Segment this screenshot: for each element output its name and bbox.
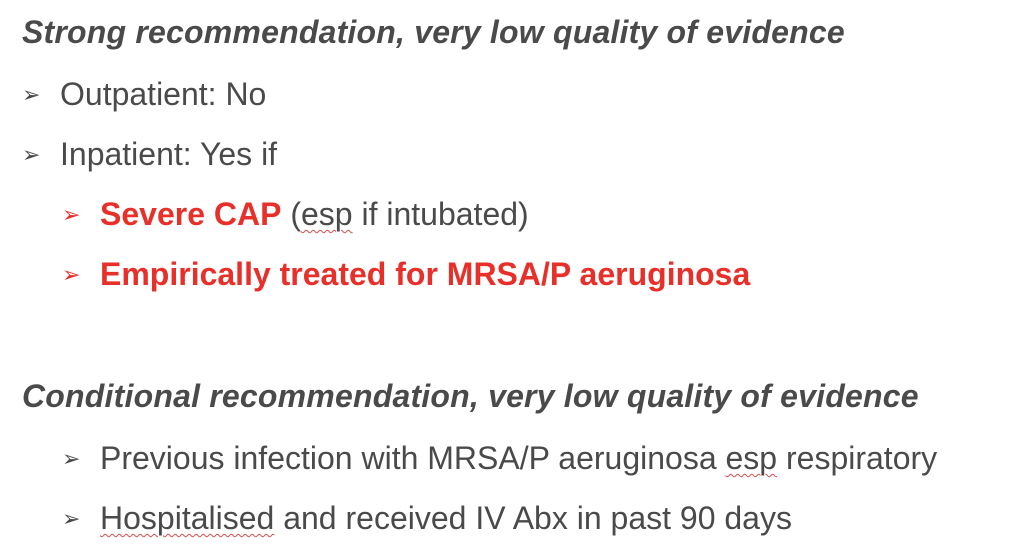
bullet-text-rest: and received IV Abx in past 90 days	[274, 500, 792, 536]
bullet-text-rest: if intubated)	[352, 196, 529, 232]
arrow-bullet-icon: ➢	[62, 201, 81, 227]
bullet-text-emphasis: Severe CAP	[100, 196, 282, 232]
bullet-empiric: ➢ Empirically treated for MRSA/P aerugin…	[62, 256, 750, 293]
bullet-outpatient: ➢ Outpatient: No	[22, 76, 266, 113]
bullet-inpatient: ➢ Inpatient: Yes if	[22, 136, 277, 173]
bullet-text-post: respiratory	[777, 440, 938, 476]
arrow-bullet-icon: ➢	[62, 505, 81, 531]
bullet-text-paren-open: (	[281, 196, 301, 232]
bullet-text: Outpatient: No	[60, 76, 267, 112]
bullet-text: Inpatient: Yes if	[60, 136, 278, 172]
arrow-bullet-icon: ➢	[62, 261, 81, 287]
bullet-text-emphasis: Empirically treated for MRSA/P aeruginos…	[100, 256, 751, 292]
arrow-bullet-icon: ➢	[22, 81, 41, 107]
section-heading-conditional: Conditional recommendation, very low qua…	[22, 378, 919, 414]
section-heading-strong: Strong recommendation, very low quality …	[22, 14, 845, 50]
arrow-bullet-icon: ➢	[22, 141, 41, 167]
bullet-previous-infection: ➢ Previous infection with MRSA/P aerugin…	[62, 440, 937, 477]
bullet-text-hospitalised: Hospitalised	[100, 500, 275, 536]
bullet-hospitalised: ➢ Hospitalised and received IV Abx in pa…	[62, 500, 792, 537]
arrow-bullet-icon: ➢	[62, 445, 81, 471]
bullet-text-pre: Previous infection with MRSA/P aeruginos…	[100, 440, 726, 476]
bullet-text-esp: esp	[300, 196, 353, 232]
bullet-text-esp: esp	[725, 440, 778, 476]
bullet-severe-cap: ➢ Severe CAP ( esp if intubated)	[62, 196, 529, 233]
